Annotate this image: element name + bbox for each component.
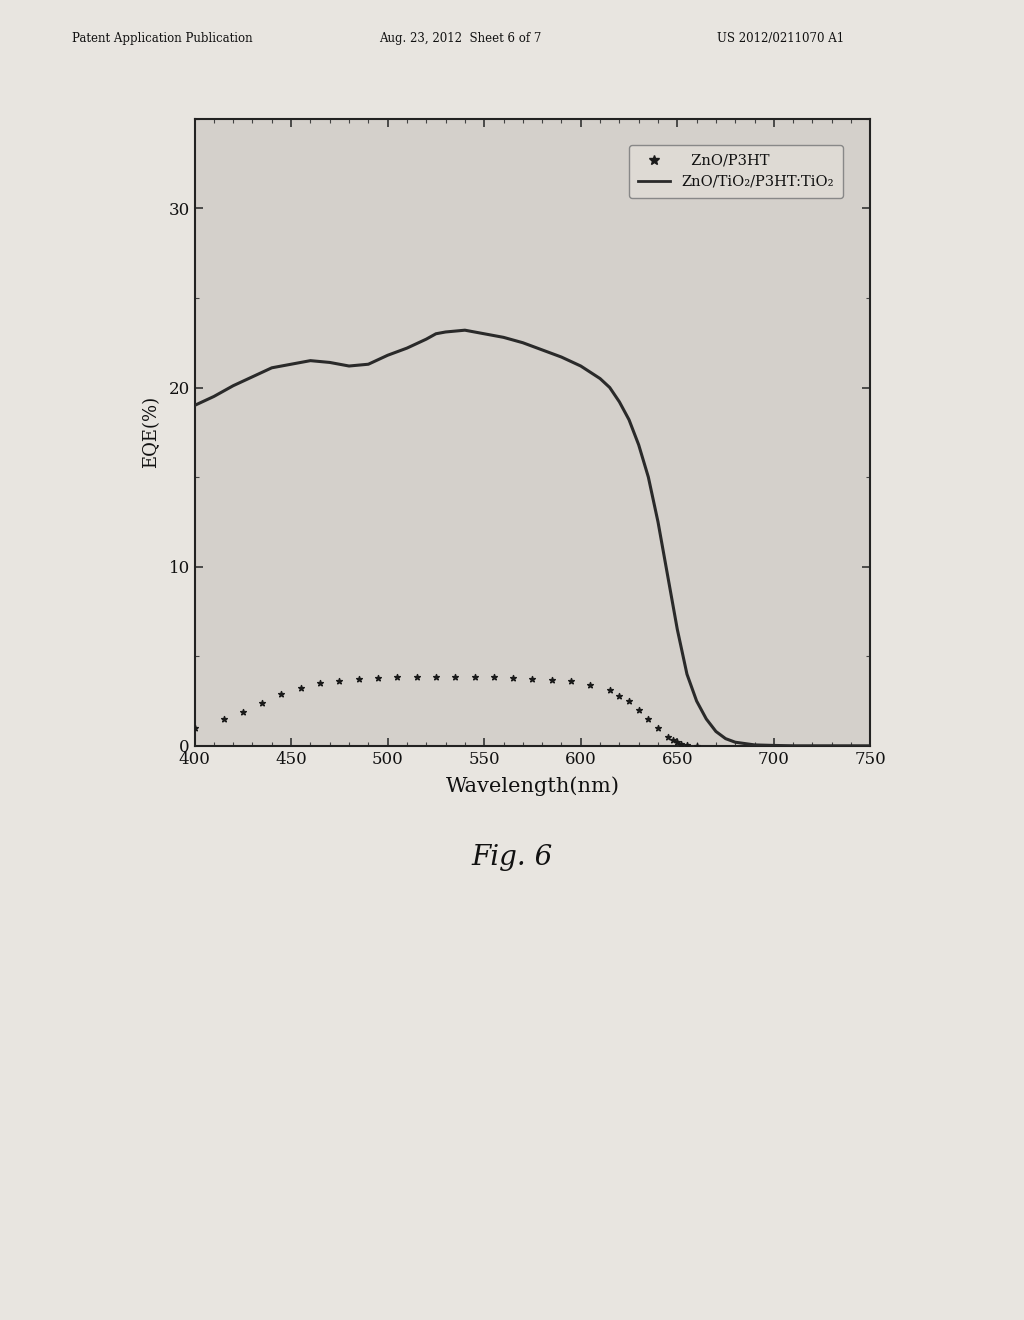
Point — [447, 667, 464, 688]
Point — [485, 667, 502, 688]
Point — [215, 709, 231, 730]
Point — [524, 668, 541, 689]
Point — [505, 667, 521, 688]
Point — [601, 680, 617, 701]
Point — [621, 690, 637, 711]
Point — [679, 734, 695, 755]
Point — [350, 668, 367, 689]
Point — [583, 675, 599, 696]
Text: US 2012/0211070 A1: US 2012/0211070 A1 — [717, 32, 844, 45]
Point — [312, 673, 329, 694]
Point — [688, 735, 705, 756]
Text: Patent Application Publication: Patent Application Publication — [72, 32, 252, 45]
Text: Aug. 23, 2012  Sheet 6 of 7: Aug. 23, 2012 Sheet 6 of 7 — [379, 32, 542, 45]
Point — [234, 701, 251, 722]
Point — [563, 671, 580, 692]
Point — [370, 667, 386, 688]
Point — [466, 667, 482, 688]
X-axis label: Wavelength(nm): Wavelength(nm) — [445, 776, 620, 796]
Point — [659, 726, 676, 747]
Point — [273, 684, 290, 705]
Point — [544, 669, 560, 690]
Point — [254, 692, 270, 713]
Y-axis label: EQE(%): EQE(%) — [142, 396, 160, 469]
Point — [389, 667, 406, 688]
Point — [666, 730, 682, 751]
Point — [331, 671, 347, 692]
Point — [186, 717, 203, 738]
Point — [673, 734, 689, 755]
Point — [293, 678, 309, 700]
Text: Fig. 6: Fig. 6 — [471, 843, 553, 871]
Point — [669, 731, 685, 752]
Point — [650, 717, 667, 738]
Point — [428, 667, 444, 688]
Legend:   ZnO/P3HT, ZnO/TiO₂/P3HT:TiO₂: ZnO/P3HT, ZnO/TiO₂/P3HT:TiO₂ — [629, 145, 843, 198]
Point — [611, 685, 628, 706]
Point — [640, 709, 656, 730]
Point — [631, 700, 647, 721]
Point — [409, 667, 425, 688]
